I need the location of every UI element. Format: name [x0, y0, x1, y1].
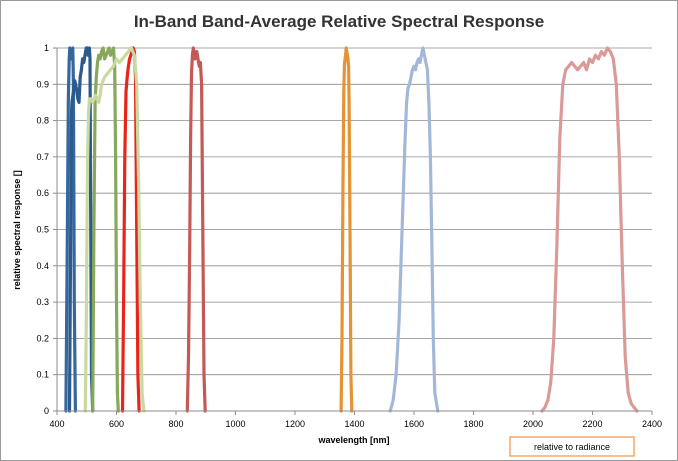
y-tick-label: 0.6 — [36, 188, 49, 198]
series-line-3 — [91, 46, 120, 413]
y-tick-label: 0.8 — [36, 116, 49, 126]
x-tick-label: 2400 — [642, 419, 662, 429]
series-line-8 — [388, 46, 440, 413]
y-tick-label: 0.2 — [36, 333, 49, 343]
legend-box — [509, 436, 635, 457]
series-line-6 — [185, 46, 207, 413]
x-axis-label: wavelength [nm] — [317, 435, 389, 445]
x-tick-label: 400 — [49, 419, 64, 429]
x-tick-label: 2000 — [523, 419, 543, 429]
series-line-4 — [120, 46, 141, 413]
y-tick-label: 0.5 — [36, 225, 49, 235]
series-line-2 — [67, 46, 95, 413]
y-tick-label: 1 — [44, 43, 49, 53]
x-tick-label: 1800 — [463, 419, 483, 429]
legend: relative to radiance — [509, 436, 635, 457]
x-tick-label: 2200 — [582, 419, 602, 429]
y-tick-label: 0.4 — [36, 261, 49, 271]
series-line-9 — [540, 46, 639, 413]
y-tick-label: 0.7 — [36, 152, 49, 162]
series-line-7 — [339, 46, 354, 413]
x-tick-labels: 400 600 800 1000 1200 1400 1600 1800 2000 2200 240… — [49, 411, 662, 429]
series-line-5 — [83, 46, 146, 413]
legend-entry: relative to radiance — [534, 442, 610, 452]
y-tick-labels: 0 0.1 0.2 0.3 0.4 0.5 0.6 0.7 0.8 0.9 1 — [36, 43, 57, 416]
series-lines — [64, 46, 639, 413]
x-tick-label: 1200 — [285, 419, 305, 429]
y-tick-label: 0 — [44, 406, 49, 416]
x-tick-label: 600 — [109, 419, 124, 429]
chart-title: In-Band Band-Average Relative Spectral R… — [134, 12, 544, 31]
x-tick-label: 1000 — [225, 419, 245, 429]
y-tick-label: 0.3 — [36, 297, 49, 307]
y-tick-label: 0.9 — [36, 79, 49, 89]
x-tick-label: 1600 — [404, 419, 424, 429]
y-axis-label: relative spectral response [] — [12, 170, 22, 290]
y-tick-label: 0.1 — [36, 370, 49, 380]
x-tick-label: 1400 — [344, 419, 364, 429]
x-tick-label: 800 — [168, 419, 183, 429]
